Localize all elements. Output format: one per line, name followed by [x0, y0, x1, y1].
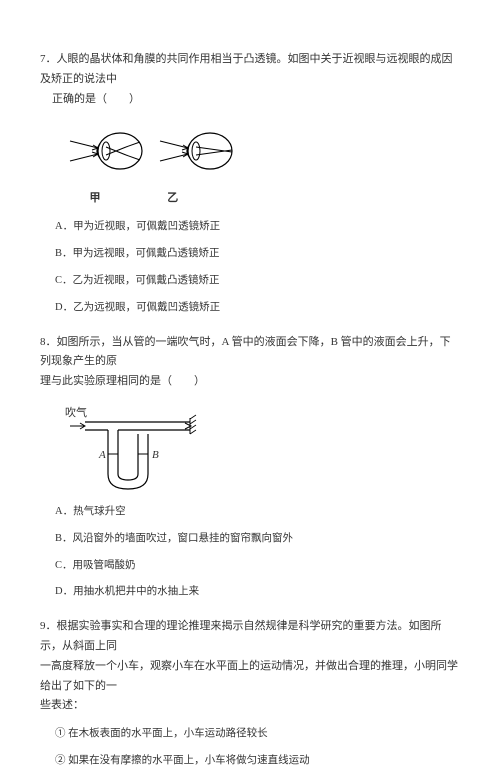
q8-option-b: B．风沿窗外的墙面吹过，窗口悬挂的窗帘飘向窗外: [55, 531, 460, 548]
q8-option-c: C．用吸管喝酸奶: [55, 558, 460, 575]
q7-figure: [60, 121, 460, 181]
q7-option-a: A．甲为近视眼，可佩戴凹透镜矫正: [55, 219, 460, 236]
eye-diagram-svg: [60, 121, 240, 181]
q7-option-c: C．乙为近视眼，可佩戴凸透镜矫正: [55, 273, 460, 290]
q7-option-d: D．乙为远视眼，可佩戴凹透镜矫正: [55, 300, 460, 317]
q8-figure: 吹气 A B: [60, 404, 460, 494]
q8-option-a: A．热气球升空: [55, 504, 460, 521]
q8-option-d: D．用抽水机把井中的水抽上来: [55, 584, 460, 601]
blow-label: 吹气: [65, 405, 87, 419]
q8-stem: 8．如图所示，当从管的一端吹气时，A 管中的液面会下降，B 管中的液面会上升，下…: [40, 333, 460, 392]
q8-stem-line1: 8．如图所示，当从管的一端吹气时，A 管中的液面会下降，B 管中的液面会上升，下…: [40, 336, 451, 368]
tube-a-label: A: [98, 449, 106, 461]
q7-option-b: B．甲为远视眼，可佩戴凸透镜矫正: [55, 246, 460, 263]
tube-b-label: B: [152, 449, 159, 461]
tube-diagram-svg: 吹气 A B: [60, 404, 210, 494]
q9-stem: 9．根据实验事实和合理的理论推理来揭示自然规律是科学研究的重要方法。如图所示，从…: [40, 617, 460, 716]
q9-stem-line2: 一高度释放一个小车，观察小车在水平面上的运动情况，并做出合理的推理，小明同学给出…: [40, 660, 458, 692]
q9-stem-line1: 9．根据实验事实和合理的理论推理来揭示自然规律是科学研究的重要方法。如图所示，从…: [40, 620, 442, 652]
q7-stem-line2: 正确的是（ ）: [40, 93, 140, 105]
q7-figure-labels: 甲 乙: [60, 189, 460, 205]
q7-label-right: 乙: [133, 189, 213, 205]
q9-item-2: ② 如果在没有摩擦的水平面上，小车将做匀速直线运动: [55, 753, 460, 770]
q9-item-1: ① 在木板表面的水平面上，小车运动路径较长: [55, 726, 460, 743]
q7-stem: 7．人眼的晶状体和角膜的共同作用相当于凸透镜。如图中关于近视眼与远视眼的成因及矫…: [40, 50, 460, 109]
q7-label-left: 甲: [60, 189, 130, 205]
q8-stem-line2: 理与此实验原理相同的是（ ）: [40, 375, 205, 387]
q9-stem-line3: 些表述：: [40, 699, 84, 711]
q7-stem-line1: 7．人眼的晶状体和角膜的共同作用相当于凸透镜。如图中关于近视眼与远视眼的成因及矫…: [40, 53, 453, 85]
